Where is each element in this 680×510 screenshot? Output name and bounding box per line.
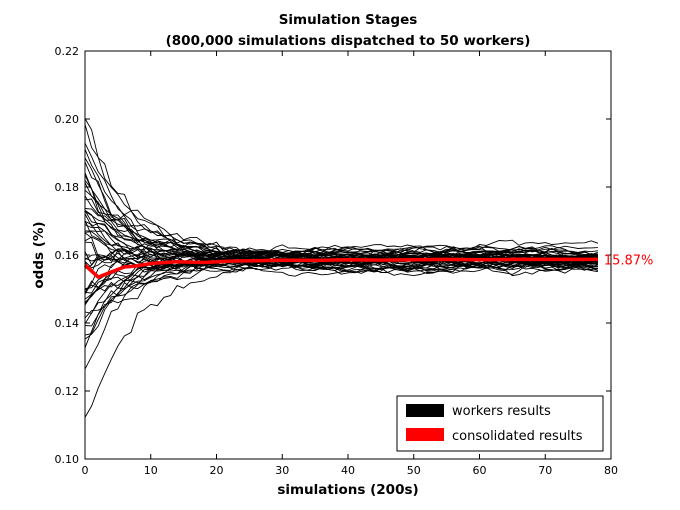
x-tick-label: 80 [604, 464, 618, 477]
chart-subtitle: (800,000 simulations dispatched to 50 wo… [166, 33, 531, 49]
consolidated-series-group [83, 257, 598, 279]
y-axis: 0.10 0.12 0.14 0.16 0.18 0.20 0.22 [55, 45, 611, 466]
worker-series-line [84, 264, 598, 306]
x-axis: 0 10 20 30 40 50 60 70 80 [82, 51, 618, 477]
y-tick-label: 0.16 [55, 249, 80, 262]
y-tick-label: 0.18 [55, 181, 80, 194]
worker-series-line [85, 230, 598, 258]
x-tick-label: 60 [473, 464, 487, 477]
legend-label-workers: workers results [452, 404, 551, 419]
worker-series-line [84, 224, 599, 261]
x-tick-label: 10 [144, 464, 158, 477]
y-tick-label: 0.12 [55, 385, 80, 398]
worker-series-line [84, 124, 598, 260]
worker-series-group [84, 118, 599, 418]
legend-swatch-consolidated [406, 428, 444, 441]
legend-swatch-workers [406, 404, 444, 417]
x-tick-label: 20 [210, 464, 224, 477]
x-axis-label: simulations (200s) [277, 482, 418, 498]
y-tick-label: 0.10 [55, 453, 80, 466]
chart-title: Simulation Stages [279, 12, 418, 28]
legend-label-consolidated: consolidated results [452, 429, 583, 444]
y-axis-label: odds (%) [31, 221, 47, 288]
worker-series-line [84, 249, 598, 266]
worker-series-line [84, 255, 598, 370]
y-tick-label: 0.22 [55, 45, 80, 58]
y-tick-label: 0.14 [55, 317, 80, 330]
worker-series-line [84, 172, 598, 268]
x-tick-label: 50 [407, 464, 421, 477]
x-tick-label: 40 [341, 464, 355, 477]
worker-series-line [84, 161, 598, 264]
final-value-annotation: 15.87% [604, 253, 654, 268]
x-tick-label: 30 [275, 464, 289, 477]
worker-series-line [84, 239, 599, 269]
x-tick-label: 70 [538, 464, 552, 477]
legend: workers results consolidated results [396, 395, 604, 452]
worker-series-line [84, 257, 598, 319]
consolidated-series-line [83, 257, 598, 279]
y-tick-label: 0.20 [55, 113, 80, 126]
worker-series-line [84, 260, 598, 418]
worker-series-line [84, 256, 599, 303]
worker-series-line [84, 209, 599, 272]
x-tick-label: 0 [82, 464, 89, 477]
